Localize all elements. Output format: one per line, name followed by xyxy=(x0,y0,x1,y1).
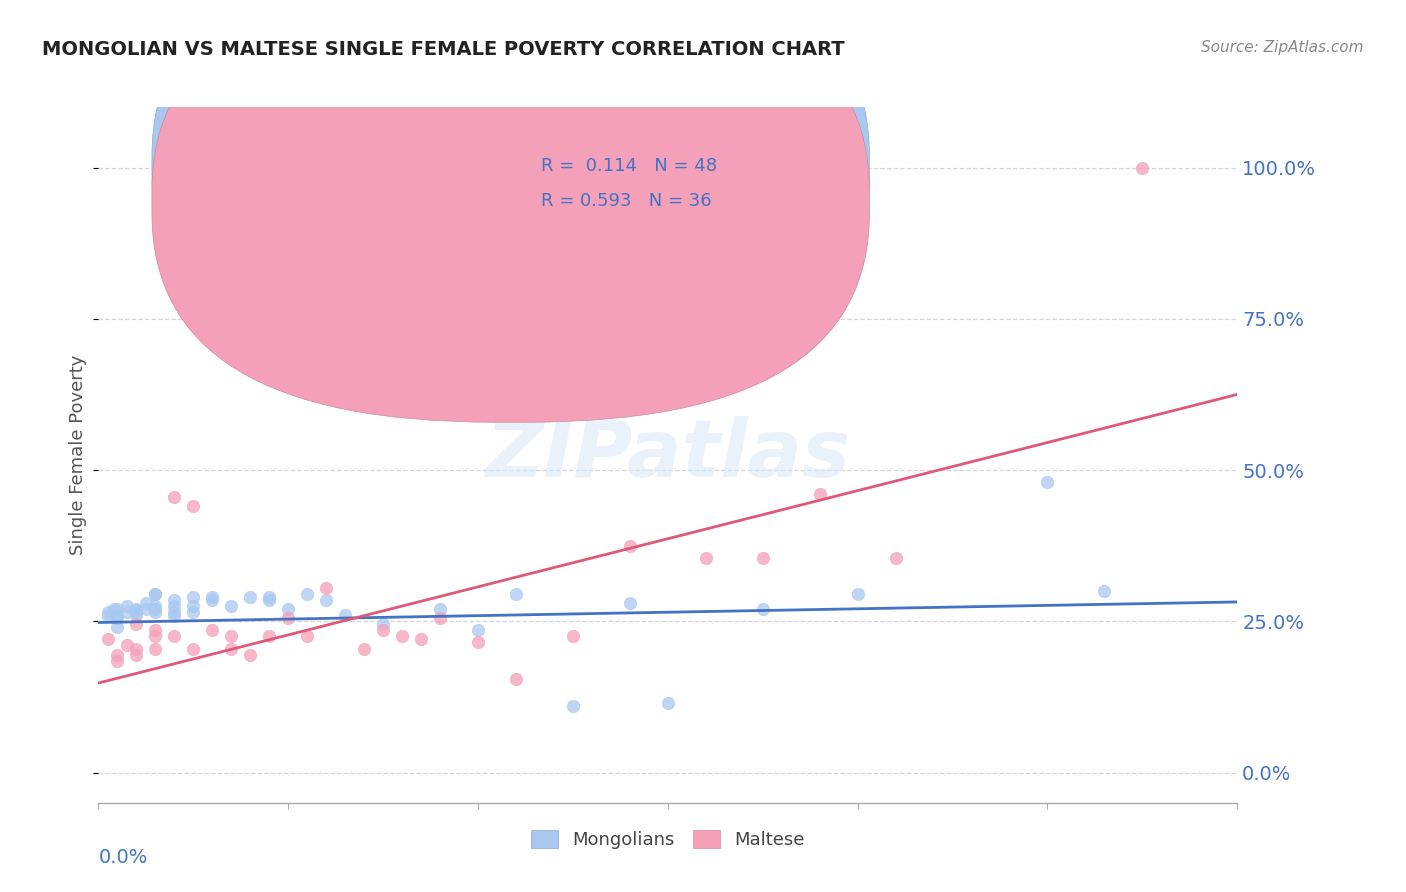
Text: MONGOLIAN VS MALTESE SINGLE FEMALE POVERTY CORRELATION CHART: MONGOLIAN VS MALTESE SINGLE FEMALE POVER… xyxy=(42,40,845,59)
Point xyxy=(221,599,243,614)
Point xyxy=(125,608,148,623)
Point xyxy=(335,608,357,623)
Point xyxy=(201,593,224,607)
Y-axis label: Single Female Poverty: Single Female Poverty xyxy=(69,355,87,555)
Point xyxy=(115,605,138,619)
Point xyxy=(125,605,148,619)
Point xyxy=(145,629,167,643)
Point xyxy=(297,587,319,601)
Point xyxy=(846,587,869,601)
Point xyxy=(259,629,281,643)
Point xyxy=(752,550,775,565)
Point xyxy=(619,596,641,610)
Point xyxy=(107,648,129,662)
Point xyxy=(97,609,120,624)
Point xyxy=(259,593,281,607)
Point xyxy=(163,629,186,643)
Point xyxy=(1094,584,1116,599)
Point xyxy=(163,609,186,624)
FancyBboxPatch shape xyxy=(474,138,793,239)
Point xyxy=(315,581,337,595)
Legend: Mongolians, Maltese: Mongolians, Maltese xyxy=(523,822,813,856)
Point xyxy=(259,590,281,604)
Point xyxy=(1132,161,1154,175)
Point xyxy=(808,487,831,501)
Point xyxy=(145,599,167,614)
Point xyxy=(371,624,394,638)
Point xyxy=(277,611,299,625)
Point xyxy=(201,624,224,638)
Point xyxy=(115,639,138,653)
Point xyxy=(145,587,167,601)
Point xyxy=(467,635,489,649)
Point xyxy=(163,593,186,607)
Point xyxy=(163,605,186,619)
Point xyxy=(135,602,157,616)
Point xyxy=(695,550,717,565)
Point xyxy=(505,672,527,686)
Point xyxy=(103,602,125,616)
FancyBboxPatch shape xyxy=(152,0,869,422)
Text: ZIPatlas: ZIPatlas xyxy=(485,416,851,494)
Point xyxy=(1036,475,1059,490)
Point xyxy=(562,629,585,643)
Point xyxy=(135,596,157,610)
Point xyxy=(884,550,907,565)
Point xyxy=(125,603,148,617)
Point xyxy=(107,620,129,634)
Point xyxy=(183,590,205,604)
Point xyxy=(619,539,641,553)
Point xyxy=(107,602,129,616)
Text: Source: ZipAtlas.com: Source: ZipAtlas.com xyxy=(1201,40,1364,55)
Point xyxy=(107,611,129,625)
Point xyxy=(145,605,167,619)
Point xyxy=(239,590,262,604)
Point xyxy=(239,648,262,662)
Point xyxy=(125,648,148,662)
Point xyxy=(429,602,451,616)
FancyBboxPatch shape xyxy=(152,0,869,387)
Text: R =  0.114   N = 48: R = 0.114 N = 48 xyxy=(541,157,717,175)
Point xyxy=(752,602,775,616)
Point xyxy=(297,629,319,643)
Point xyxy=(107,654,129,668)
Point xyxy=(145,641,167,656)
Point xyxy=(467,624,489,638)
Point xyxy=(562,698,585,713)
Point xyxy=(145,602,167,616)
Point xyxy=(107,608,129,623)
Point xyxy=(371,617,394,632)
Point xyxy=(505,587,527,601)
Point xyxy=(183,500,205,514)
Point xyxy=(657,696,679,710)
Point xyxy=(97,605,120,619)
Point xyxy=(315,593,337,607)
Point xyxy=(183,605,205,619)
Point xyxy=(97,632,120,647)
Text: 0.0%: 0.0% xyxy=(98,848,148,867)
Point xyxy=(145,587,167,601)
Point xyxy=(221,629,243,643)
Text: R = 0.593   N = 36: R = 0.593 N = 36 xyxy=(541,192,711,210)
Point xyxy=(221,641,243,656)
Point xyxy=(163,490,186,504)
Point xyxy=(125,602,148,616)
Point xyxy=(125,641,148,656)
Point xyxy=(115,599,138,614)
Point xyxy=(429,611,451,625)
Point xyxy=(411,632,433,647)
Point xyxy=(277,602,299,616)
Point xyxy=(145,624,167,638)
Point xyxy=(163,599,186,614)
Point xyxy=(125,617,148,632)
Point xyxy=(391,629,413,643)
Point xyxy=(183,599,205,614)
Point xyxy=(353,641,375,656)
Point xyxy=(201,590,224,604)
Point xyxy=(183,641,205,656)
